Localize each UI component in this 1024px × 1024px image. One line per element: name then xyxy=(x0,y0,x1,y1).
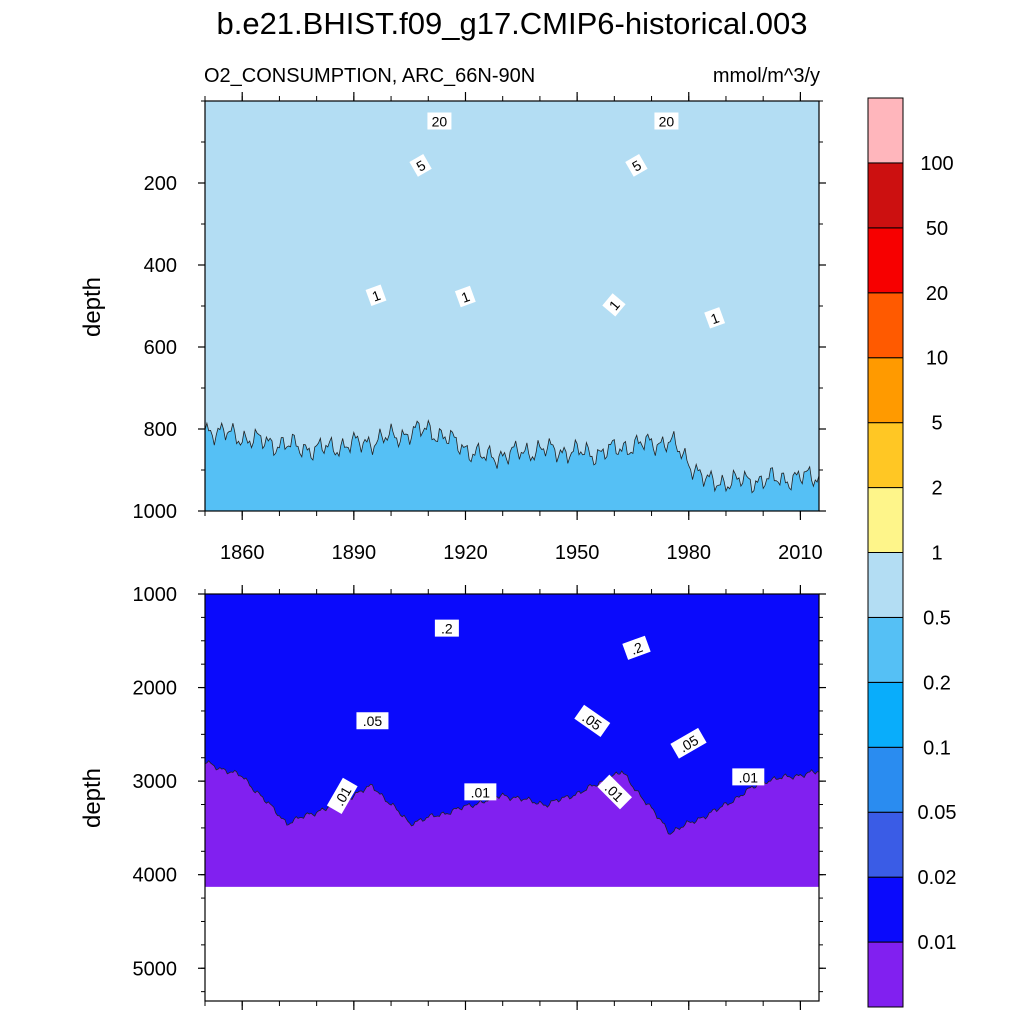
y-tick-label: 200 xyxy=(144,173,177,195)
y-tick-label: 600 xyxy=(144,337,177,359)
colorbar-label: 0.02 xyxy=(918,867,957,889)
colorbar: 0.01 0.02 0.05 0.1 0.2 0.5 1 2 5 10 20 50 100 xyxy=(867,97,957,1008)
contour-label-text: 20 xyxy=(432,114,448,130)
contour-label: 5 xyxy=(409,153,432,177)
colorbar-swatch xyxy=(867,746,904,813)
contour-label-text: .01 xyxy=(739,769,759,785)
figure-title: b.e21.BHIST.f09_g17.CMIP6-historical.003 xyxy=(216,6,808,41)
colorbar-label: 0.1 xyxy=(923,737,951,759)
contour-label-text: .05 xyxy=(363,713,383,729)
contour-label: .2 xyxy=(434,619,459,637)
contour-label: .01 xyxy=(464,783,497,801)
y-tick-label: 1000 xyxy=(133,584,178,606)
y-tick-label: 4000 xyxy=(133,865,178,887)
contour-label: 5 xyxy=(625,153,648,177)
x-tick-label: 1980 xyxy=(667,542,712,564)
colorbar-label: 0.05 xyxy=(918,802,957,824)
contour-label: 1 xyxy=(704,307,726,329)
y-tick-label: 2000 xyxy=(133,678,178,700)
plot-frame xyxy=(204,593,820,1002)
contour-label: .01 xyxy=(732,768,765,786)
contour-label: 20 xyxy=(427,112,452,130)
colorbar-swatch xyxy=(867,487,904,554)
contour-label: 1 xyxy=(454,285,476,308)
bottom-y-axis-label: depth xyxy=(79,768,106,828)
colorbar-swatch xyxy=(867,162,904,229)
colorbar-swatch xyxy=(867,681,904,748)
y-tick-label: 3000 xyxy=(133,771,178,793)
colorbar-swatch xyxy=(867,422,904,489)
contour-label: .05 xyxy=(356,712,389,730)
bottom-contour-panel: .2.2.05.05.05.01.01.01.01100020003000400… xyxy=(133,584,826,1010)
contour-label-text: .2 xyxy=(628,639,645,658)
x-tick-label: 1950 xyxy=(555,542,600,564)
colorbar-swatch xyxy=(867,357,904,424)
colorbar-swatch xyxy=(867,292,904,359)
y-tick-label: 1000 xyxy=(133,501,178,523)
colorbar-label: 0.2 xyxy=(923,672,951,694)
contour-label-text: .2 xyxy=(441,621,453,637)
contour-band-0p5 xyxy=(205,101,819,494)
contour-label: .2 xyxy=(622,635,651,660)
y-tick-label: 5000 xyxy=(133,958,178,980)
x-tick-label: 1860 xyxy=(220,542,265,564)
subtitle-variable-region: O2_CONSUMPTION, ARC_66N-90N xyxy=(204,65,535,87)
colorbar-swatch xyxy=(867,227,904,294)
colorbar-swatch xyxy=(867,616,904,683)
subtitle-units: mmol/m^3/y xyxy=(713,65,820,87)
colorbar-label: 1 xyxy=(931,543,942,565)
top-y-axis-label: depth xyxy=(79,277,106,337)
colorbar-swatch xyxy=(867,941,904,1008)
contour-label-text: 20 xyxy=(659,114,675,130)
colorbar-swatch xyxy=(867,876,904,943)
colorbar-label: 50 xyxy=(926,218,948,240)
contour-label-text: .01 xyxy=(471,784,491,800)
colorbar-label: 5 xyxy=(931,413,942,435)
contour-label: 20 xyxy=(654,112,679,130)
colorbar-swatch xyxy=(867,552,904,618)
colorbar-label: 0.5 xyxy=(923,607,951,629)
colorbar-swatch xyxy=(867,811,904,878)
colorbar-label: 20 xyxy=(926,283,948,305)
colorbar-label: 2 xyxy=(931,478,942,500)
colorbar-swatch xyxy=(867,97,904,164)
y-tick-label: 400 xyxy=(144,255,177,277)
colorbar-label: 0.01 xyxy=(918,932,957,954)
x-tick-label: 2010 xyxy=(778,542,823,564)
colorbar-label: 100 xyxy=(920,153,953,175)
contour-label: 1 xyxy=(365,284,387,307)
contour-label: 1 xyxy=(602,293,626,317)
top-contour-panel: 20 20 5 5 1 1 1 1 200 400 600 800 1000 1860 1890 1920 19… xyxy=(133,92,826,564)
y-tick-label: 800 xyxy=(144,419,177,441)
x-tick-label: 1890 xyxy=(332,542,377,564)
x-tick-label: 1920 xyxy=(443,542,488,564)
contour-band-0p01 xyxy=(205,594,819,835)
colorbar-label: 10 xyxy=(926,348,948,370)
